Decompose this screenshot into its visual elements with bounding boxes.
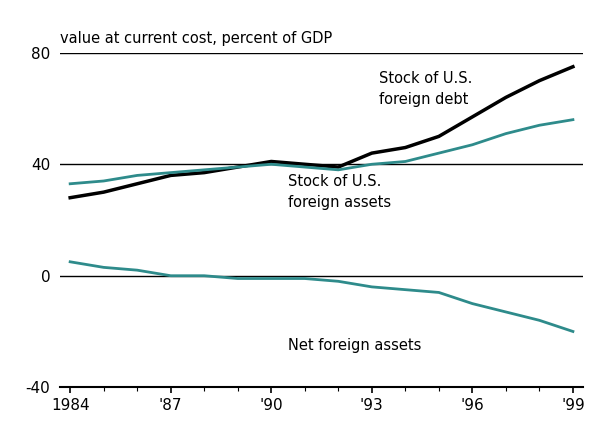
Text: Net foreign assets: Net foreign assets bbox=[288, 338, 421, 353]
Text: Stock of U.S.
foreign debt: Stock of U.S. foreign debt bbox=[379, 71, 472, 107]
Text: Stock of U.S.
foreign assets: Stock of U.S. foreign assets bbox=[288, 174, 391, 210]
Text: value at current cost, percent of GDP: value at current cost, percent of GDP bbox=[60, 31, 332, 46]
